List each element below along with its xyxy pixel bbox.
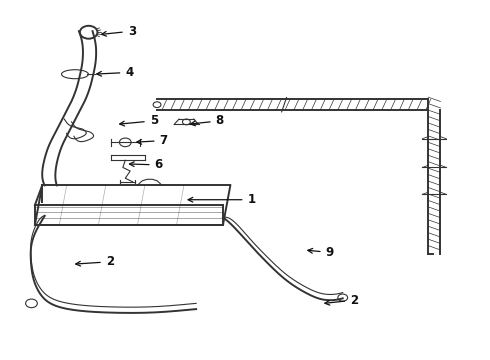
Text: 5: 5 xyxy=(120,114,158,127)
Text: 2: 2 xyxy=(325,294,358,307)
Text: 7: 7 xyxy=(137,134,168,147)
Text: 4: 4 xyxy=(97,66,134,79)
Text: 3: 3 xyxy=(101,25,136,38)
Text: 1: 1 xyxy=(188,193,256,206)
Text: 2: 2 xyxy=(76,255,114,268)
Text: 6: 6 xyxy=(129,158,163,171)
Text: 9: 9 xyxy=(308,246,334,259)
Text: 8: 8 xyxy=(191,114,224,127)
